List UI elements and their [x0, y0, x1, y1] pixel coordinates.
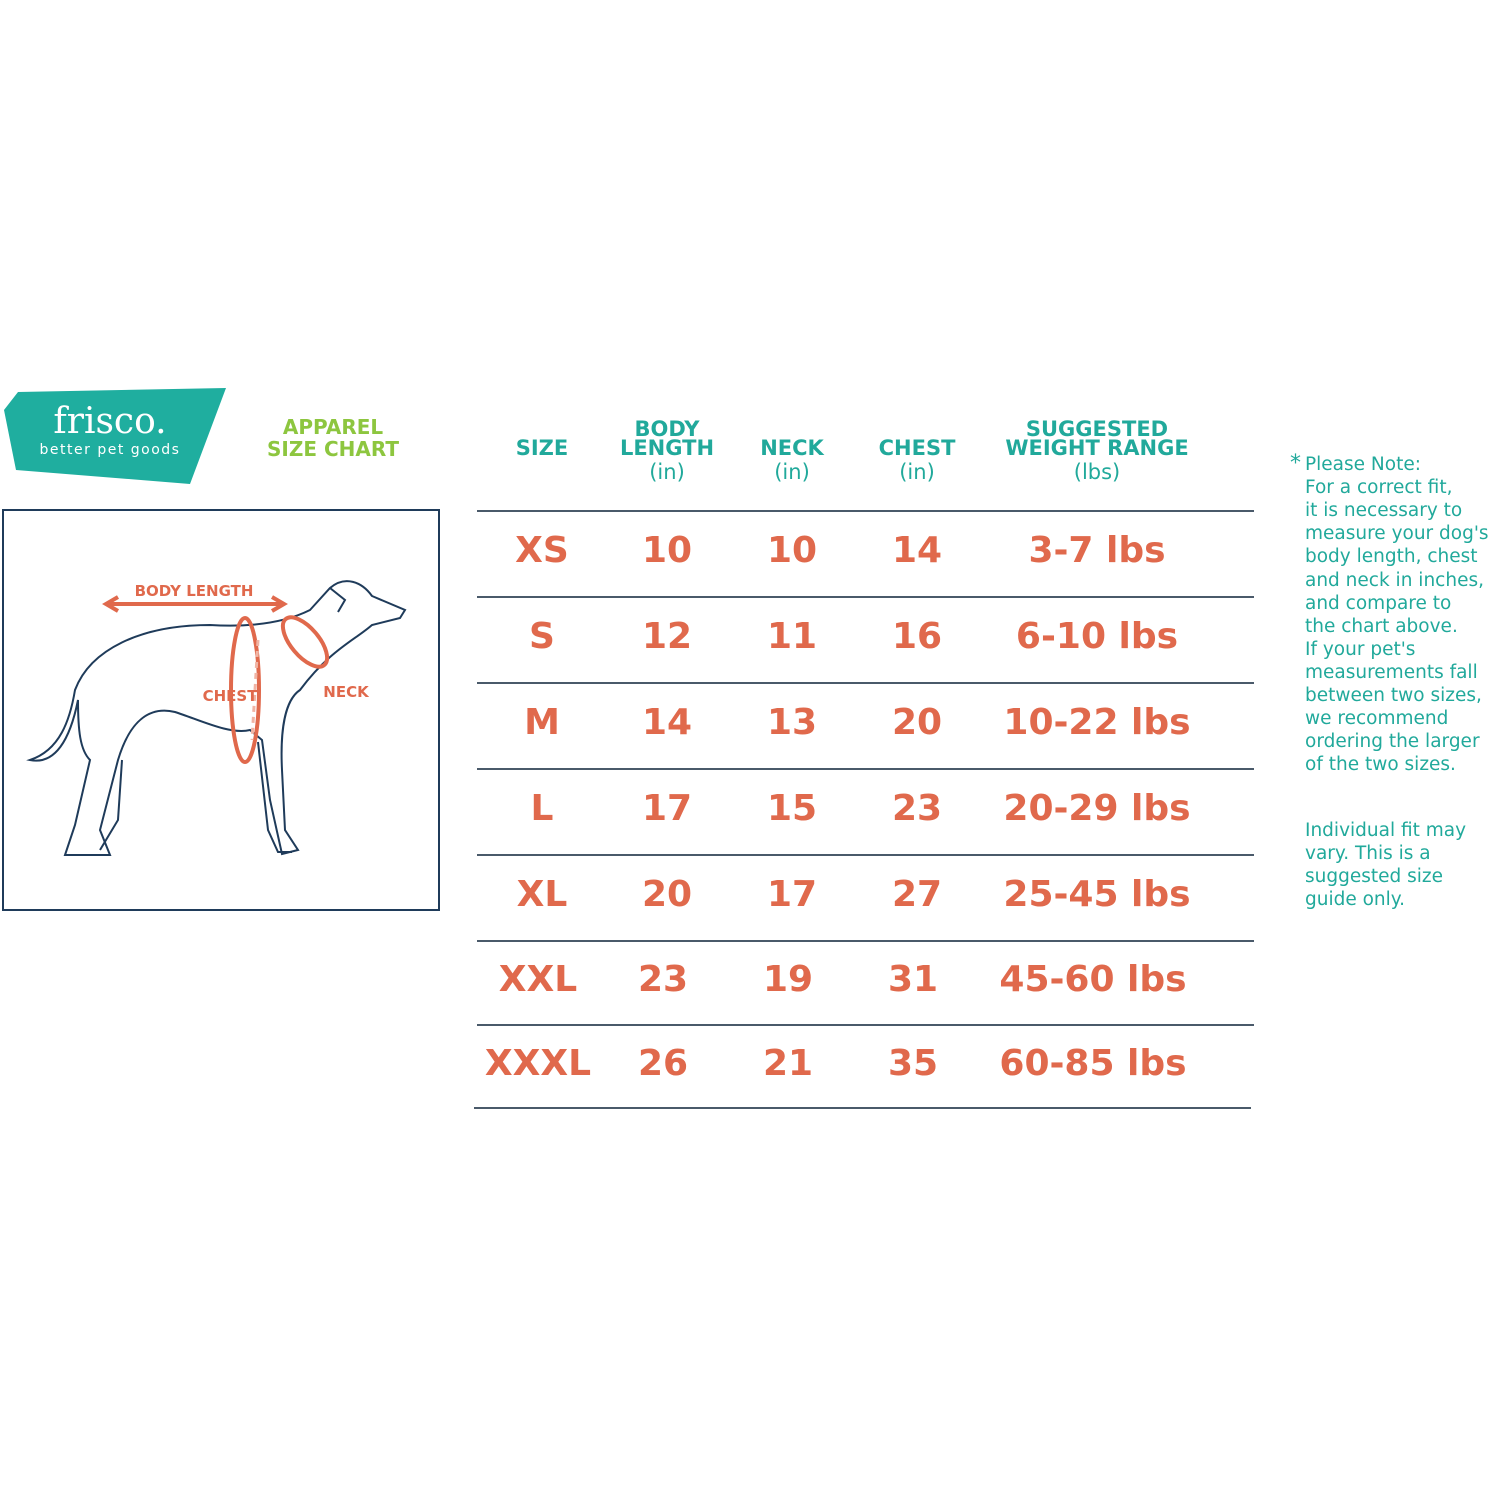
column-unit: (in)	[774, 460, 810, 484]
table-cell: 23	[891, 788, 943, 829]
table-cell: XL	[516, 874, 568, 915]
row-divider	[474, 1107, 1251, 1109]
table-cell: 16	[891, 616, 943, 657]
table-cell: 60-85 lbs	[999, 1042, 1187, 1084]
table-cell: 10	[766, 530, 818, 571]
table-cell: XXL	[498, 959, 578, 1000]
table-cell: 45-60 lbs	[999, 959, 1187, 1000]
table-cell: 17	[766, 874, 818, 915]
column-header: SIZE	[515, 436, 569, 460]
note-line: we recommend	[1305, 708, 1449, 730]
column-header: NECK	[760, 436, 824, 460]
table-cell: XS	[515, 530, 569, 571]
chart-title: SIZE CHART	[267, 437, 399, 461]
chart-title: APPAREL	[283, 415, 384, 439]
note-marker: *	[1290, 451, 1301, 476]
disclaimer-line: vary. This is a	[1305, 843, 1431, 865]
row-divider	[477, 854, 1254, 856]
table-cell: 14	[641, 702, 693, 743]
disclaimer-line: Individual fit may	[1305, 820, 1467, 841]
note-line: measure your dog's	[1305, 523, 1489, 545]
note-line: and compare to	[1305, 592, 1452, 614]
table-cell: 15	[766, 788, 818, 829]
diagram-label: NECK	[323, 683, 370, 701]
column-header: CHEST	[878, 436, 956, 460]
row-divider	[477, 768, 1254, 770]
table-cell: 25-45 lbs	[1003, 874, 1191, 915]
column-unit: (in)	[899, 460, 935, 484]
table-cell: 19	[762, 959, 814, 1000]
table-cell: 13	[766, 702, 818, 743]
table-cell: XXXL	[484, 1042, 592, 1084]
table-cell: L	[530, 788, 554, 829]
note-line: body length, chest	[1305, 546, 1478, 568]
note-line: between two sizes,	[1305, 685, 1482, 706]
note-line: and neck in inches,	[1305, 569, 1484, 591]
diagram-label: BODY LENGTH	[135, 582, 254, 600]
dog-outline	[26, 580, 407, 856]
table-cell: 31	[887, 959, 939, 1000]
disclaimer-line: suggested size	[1305, 866, 1444, 888]
row-divider	[477, 940, 1254, 942]
table-cell: 20-29 lbs	[1003, 788, 1191, 829]
table-cell: 3-7 lbs	[1028, 530, 1166, 571]
table-cell: 35	[887, 1042, 939, 1084]
table-cell: S	[529, 616, 555, 657]
note-line: For a correct fit,	[1305, 477, 1453, 499]
column-header: SUGGESTED	[1025, 417, 1169, 441]
row-divider	[477, 682, 1254, 684]
row-divider	[477, 596, 1254, 598]
table-cell: 23	[637, 959, 689, 1000]
logo-brand: frisco.	[53, 401, 166, 442]
table-cell: 26	[637, 1042, 689, 1084]
table-cell: 20	[641, 874, 693, 915]
disclaimer-line: guide only.	[1305, 889, 1405, 911]
logo-tagline: better pet goods	[40, 442, 181, 458]
column-unit: (in)	[649, 460, 685, 484]
table-cell: 14	[891, 530, 943, 571]
table-cell: 11	[766, 616, 818, 657]
table-cell: 27	[891, 874, 943, 915]
table-cell: 12	[641, 616, 693, 657]
measure-arrows	[102, 595, 330, 764]
table-cell: 17	[641, 788, 693, 829]
note-line: the chart above.	[1305, 615, 1458, 637]
row-divider	[477, 1024, 1254, 1026]
row-divider	[477, 510, 1254, 512]
diagram-frame	[2, 509, 440, 911]
table-cell: 21	[762, 1042, 814, 1084]
note-line: ordering the larger	[1305, 731, 1480, 753]
chest-guide	[250, 639, 260, 741]
table-cell: 10-22 lbs	[1003, 702, 1191, 743]
column-header: BODY	[634, 417, 700, 441]
column-header: WEIGHT RANGE	[1005, 436, 1189, 460]
column-header: LENGTH	[619, 436, 715, 460]
table-cell: 20	[891, 702, 943, 743]
table-cell: 10	[641, 530, 693, 571]
column-unit: (lbs)	[1073, 460, 1121, 484]
note-line: of the two sizes.	[1305, 754, 1456, 776]
note-line: measurements fall	[1305, 661, 1478, 683]
note-line: If your pet's	[1305, 638, 1416, 660]
diagram-label: CHEST	[203, 687, 259, 705]
logo-badge	[4, 388, 226, 484]
note-line: Please Note:	[1305, 454, 1421, 475]
note-line: it is necessary to	[1305, 500, 1463, 522]
table-cell: 6-10 lbs	[1015, 616, 1179, 657]
table-cell: M	[524, 702, 560, 743]
